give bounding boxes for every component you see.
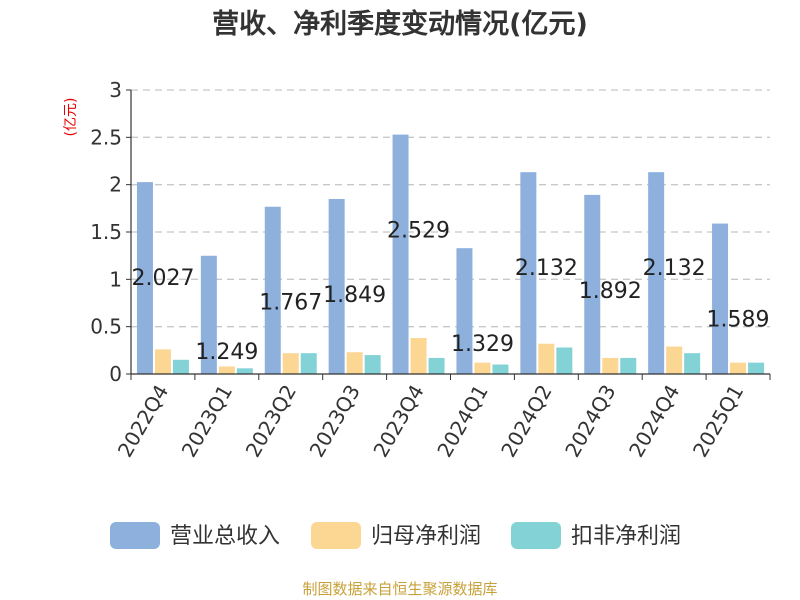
x-tick-label: 2023Q4 <box>368 381 428 462</box>
x-tick-label: 2025Q1 <box>688 381 748 462</box>
bar <box>282 353 299 374</box>
y-tick-labels: 0 0.5 1 1.5 2 2.5 3 <box>90 78 122 386</box>
data-label: 2.027 <box>131 266 194 291</box>
bar <box>218 366 235 374</box>
bars <box>136 134 765 374</box>
data-label: 1.892 <box>579 279 642 304</box>
bar <box>492 364 509 374</box>
legend-swatch <box>511 522 561 549</box>
source-note: 制图数据来自恒生聚源数据库 <box>302 580 497 598</box>
bar <box>346 352 363 374</box>
bar <box>328 198 345 374</box>
x-tick-label: 2023Q3 <box>305 381 365 462</box>
legend-item-label: 扣非净利润 <box>571 524 681 549</box>
y-axis-label: (亿元) <box>63 98 79 137</box>
bar <box>264 206 281 374</box>
x-tick-label: 2023Q1 <box>177 381 237 462</box>
x-tick-label: 2024Q4 <box>624 381 684 462</box>
x-tick-label: 2023Q2 <box>241 381 301 462</box>
legend-swatch <box>311 522 361 549</box>
bar <box>236 368 253 374</box>
y-tick-label: 1.5 <box>90 220 122 244</box>
bar <box>648 172 665 374</box>
data-label: 1.767 <box>259 291 322 316</box>
bar <box>428 357 445 374</box>
bar <box>730 362 747 374</box>
data-label: 2.132 <box>643 256 706 281</box>
x-tick-labels: 2022Q4 2023Q1 2023Q2 2023Q3 2023Q4 2024Q1 2024… <box>113 381 749 462</box>
bar <box>684 353 701 374</box>
bar <box>584 194 601 374</box>
data-label: 1.849 <box>323 283 386 308</box>
y-tick-label: 2 <box>109 173 122 197</box>
chart-title: 营收、净利季度变动情况(亿元) <box>212 8 588 40</box>
data-label: 1.249 <box>195 340 258 365</box>
y-tick-label: 2.5 <box>90 125 122 149</box>
bar <box>666 346 683 374</box>
legend-swatch <box>110 522 160 549</box>
bar <box>300 353 317 374</box>
data-label: 1.589 <box>707 308 770 333</box>
x-tick-label: 2022Q4 <box>113 381 173 462</box>
y-tick-label: 3 <box>109 78 122 102</box>
bar <box>474 362 491 374</box>
bar <box>520 172 537 374</box>
y-tick-label: 0.5 <box>90 315 122 339</box>
bar <box>556 347 573 374</box>
bar <box>154 349 171 374</box>
bar <box>538 343 555 374</box>
legend-item-label: 营业总收入 <box>170 524 280 549</box>
y-tick-label: 0 <box>109 362 122 386</box>
legend-item-label: 归母净利润 <box>371 524 481 549</box>
bar <box>392 134 409 374</box>
bar <box>748 362 765 374</box>
bar <box>364 355 381 374</box>
x-tick-label: 2024Q2 <box>496 381 556 462</box>
bar <box>602 357 619 374</box>
bar <box>410 338 427 374</box>
bar <box>456 248 473 374</box>
bar <box>200 255 217 374</box>
bar <box>712 223 729 374</box>
legend: 营业总收入 归母净利润 扣非净利润 <box>110 522 681 549</box>
bar <box>620 357 637 374</box>
axes <box>126 89 771 380</box>
data-label: 2.529 <box>387 219 450 244</box>
data-label: 1.329 <box>451 332 514 357</box>
x-tick-label: 2024Q1 <box>432 381 492 462</box>
data-label: 2.132 <box>515 256 578 281</box>
x-tick-label: 2024Q3 <box>560 381 620 462</box>
y-tick-label: 1 <box>109 267 122 291</box>
bar <box>172 359 189 374</box>
bar <box>136 182 153 374</box>
gridlines <box>131 89 770 328</box>
